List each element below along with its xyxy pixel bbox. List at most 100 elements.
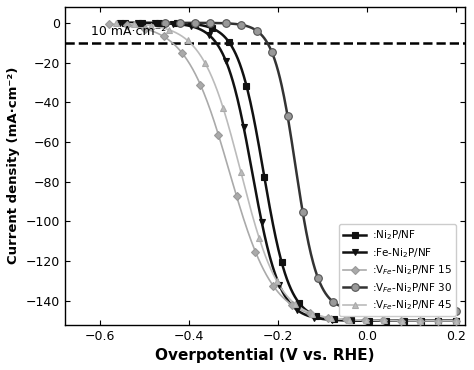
:Fe-Ni$_2$P/NF <box>418 319 424 323</box>
:Fe-Ni$_2$P/NF <box>276 283 282 287</box>
:Fe-Ni$_2$P/NF <box>435 319 441 323</box>
:V$_{Fe}$-Ni$_2$P/NF 45 <box>202 61 208 66</box>
:V$_{Fe}$-Ni$_2$P/NF 15 <box>362 318 367 322</box>
:V$_{Fe}$-Ni$_2$P/NF 15 <box>417 319 422 323</box>
:V$_{Fe}$-Ni$_2$P/NF 15 <box>307 311 312 316</box>
:V$_{Fe}$-Ni$_2$P/NF 30 <box>162 21 168 25</box>
:Ni$_2$P/NF <box>226 40 232 44</box>
:Fe-Ni$_2$P/NF <box>188 24 194 28</box>
X-axis label: Overpotential (V vs. RHE): Overpotential (V vs. RHE) <box>155 348 375 363</box>
:V$_{Fe}$-Ni$_2$P/NF 15 <box>253 249 258 254</box>
Line: :V$_{Fe}$-Ni$_2$P/NF 45: :V$_{Fe}$-Ni$_2$P/NF 45 <box>113 20 459 323</box>
:V$_{Fe}$-Ni$_2$P/NF 15 <box>180 51 185 55</box>
:V$_{Fe}$-Ni$_2$P/NF 30 <box>454 309 459 313</box>
:V$_{Fe}$-Ni$_2$P/NF 45 <box>310 312 315 316</box>
:Fe-Ni$_2$P/NF <box>329 317 335 322</box>
:V$_{Fe}$-Ni$_2$P/NF 30 <box>407 309 413 313</box>
:V$_{Fe}$-Ni$_2$P/NF 30 <box>423 309 428 313</box>
:Ni$_2$P/NF <box>244 83 249 88</box>
:Fe-Ni$_2$P/NF <box>153 21 158 25</box>
:V$_{Fe}$-Ni$_2$P/NF 45 <box>131 22 137 26</box>
:V$_{Fe}$-Ni$_2$P/NF 15 <box>289 302 294 307</box>
:Fe-Ni$_2$P/NF <box>401 319 406 323</box>
:Fe-Ni$_2$P/NF <box>135 21 141 25</box>
:Fe-Ni$_2$P/NF <box>311 315 317 320</box>
:V$_{Fe}$-Ni$_2$P/NF 45 <box>328 316 334 320</box>
:V$_{Fe}$-Ni$_2$P/NF 30 <box>346 306 352 311</box>
:Ni$_2$P/NF <box>209 26 215 30</box>
Line: :V$_{Fe}$-Ni$_2$P/NF 15: :V$_{Fe}$-Ni$_2$P/NF 15 <box>107 21 459 323</box>
:V$_{Fe}$-Ni$_2$P/NF 30 <box>208 21 213 25</box>
:V$_{Fe}$-Ni$_2$P/NF 30 <box>223 21 229 26</box>
:Ni$_2$P/NF <box>296 300 302 305</box>
:Fe-Ni$_2$P/NF <box>382 319 388 323</box>
Line: :V$_{Fe}$-Ni$_2$P/NF 30: :V$_{Fe}$-Ni$_2$P/NF 30 <box>161 19 460 314</box>
Text: 10 mA·cm⁻²: 10 mA·cm⁻² <box>91 25 167 38</box>
:V$_{Fe}$-Ni$_2$P/NF 15 <box>143 27 148 31</box>
:Ni$_2$P/NF <box>436 319 441 323</box>
:V$_{Fe}$-Ni$_2$P/NF 45 <box>435 319 441 323</box>
:Fe-Ni$_2$P/NF <box>170 21 176 26</box>
:V$_{Fe}$-Ni$_2$P/NF 45 <box>364 318 369 322</box>
:V$_{Fe}$-Ni$_2$P/NF 30 <box>361 308 367 312</box>
:Fe-Ni$_2$P/NF <box>454 319 459 323</box>
:Ni$_2$P/NF <box>401 319 407 323</box>
:Ni$_2$P/NF <box>122 21 128 25</box>
:Ni$_2$P/NF <box>313 313 319 318</box>
:Ni$_2$P/NF <box>262 175 267 179</box>
:V$_{Fe}$-Ni$_2$P/NF 30 <box>300 210 306 215</box>
:V$_{Fe}$-Ni$_2$P/NF 45 <box>256 236 262 240</box>
:Fe-Ni$_2$P/NF <box>365 318 370 323</box>
:V$_{Fe}$-Ni$_2$P/NF 30 <box>438 309 444 313</box>
Line: :Ni$_2$P/NF: :Ni$_2$P/NF <box>122 20 459 324</box>
:Ni$_2$P/NF <box>383 319 389 323</box>
:V$_{Fe}$-Ni$_2$P/NF 15 <box>454 319 459 323</box>
:V$_{Fe}$-Ni$_2$P/NF 45 <box>381 318 387 323</box>
:Ni$_2$P/NF <box>156 21 162 25</box>
:V$_{Fe}$-Ni$_2$P/NF 45 <box>113 21 119 26</box>
:V$_{Fe}$-Ni$_2$P/NF 15 <box>271 284 276 288</box>
:Ni$_2$P/NF <box>174 21 180 26</box>
:V$_{Fe}$-Ni$_2$P/NF 15 <box>399 318 404 323</box>
:Ni$_2$P/NF <box>139 21 145 25</box>
:V$_{Fe}$-Ni$_2$P/NF 30 <box>238 23 244 27</box>
:Ni$_2$P/NF <box>454 319 459 323</box>
:Fe-Ni$_2$P/NF <box>118 21 123 25</box>
Legend: :Ni$_2$P/NF, :Fe-Ni$_2$P/NF, :V$_{Fe}$-Ni$_2$P/NF 15, :V$_{Fe}$-Ni$_2$P/NF 30, :: :Ni$_2$P/NF, :Fe-Ni$_2$P/NF, :V$_{Fe}$-N… <box>339 224 456 316</box>
:Ni$_2$P/NF <box>279 260 284 265</box>
:V$_{Fe}$-Ni$_2$P/NF 45 <box>400 318 405 323</box>
:V$_{Fe}$-Ni$_2$P/NF 15 <box>216 133 221 137</box>
:V$_{Fe}$-Ni$_2$P/NF 45 <box>166 28 172 32</box>
:V$_{Fe}$-Ni$_2$P/NF 45 <box>292 302 298 306</box>
Line: :Fe-Ni$_2$P/NF: :Fe-Ni$_2$P/NF <box>117 19 460 324</box>
:V$_{Fe}$-Ni$_2$P/NF 45 <box>346 317 351 322</box>
:Fe-Ni$_2$P/NF <box>347 318 353 323</box>
:V$_{Fe}$-Ni$_2$P/NF 45 <box>418 319 423 323</box>
:Ni$_2$P/NF <box>366 318 372 323</box>
:V$_{Fe}$-Ni$_2$P/NF 15 <box>380 318 385 323</box>
:V$_{Fe}$-Ni$_2$P/NF 30 <box>269 50 274 54</box>
:V$_{Fe}$-Ni$_2$P/NF 45 <box>148 23 154 28</box>
:Fe-Ni$_2$P/NF <box>241 125 246 129</box>
:V$_{Fe}$-Ni$_2$P/NF 45 <box>274 279 280 283</box>
:V$_{Fe}$-Ni$_2$P/NF 15 <box>435 319 440 323</box>
:Ni$_2$P/NF <box>331 317 337 322</box>
:Fe-Ni$_2$P/NF <box>259 220 264 225</box>
:V$_{Fe}$-Ni$_2$P/NF 15 <box>344 317 349 322</box>
:Ni$_2$P/NF <box>192 22 198 27</box>
:V$_{Fe}$-Ni$_2$P/NF 15 <box>234 194 239 198</box>
:V$_{Fe}$-Ni$_2$P/NF 15 <box>125 23 130 28</box>
:V$_{Fe}$-Ni$_2$P/NF 15 <box>161 34 166 38</box>
:V$_{Fe}$-Ni$_2$P/NF 30 <box>330 300 336 304</box>
:V$_{Fe}$-Ni$_2$P/NF 30 <box>192 21 198 25</box>
:Ni$_2$P/NF <box>419 319 424 323</box>
:V$_{Fe}$-Ni$_2$P/NF 45 <box>454 319 459 323</box>
:V$_{Fe}$-Ni$_2$P/NF 30 <box>376 308 382 313</box>
Y-axis label: Current density (mA·cm⁻²): Current density (mA·cm⁻²) <box>7 67 20 265</box>
:V$_{Fe}$-Ni$_2$P/NF 30 <box>177 21 183 25</box>
:V$_{Fe}$-Ni$_2$P/NF 30 <box>285 114 291 118</box>
:V$_{Fe}$-Ni$_2$P/NF 30 <box>392 309 397 313</box>
:V$_{Fe}$-Ni$_2$P/NF 15 <box>198 83 203 87</box>
:V$_{Fe}$-Ni$_2$P/NF 45 <box>238 169 244 174</box>
:Fe-Ni$_2$P/NF <box>223 59 229 64</box>
